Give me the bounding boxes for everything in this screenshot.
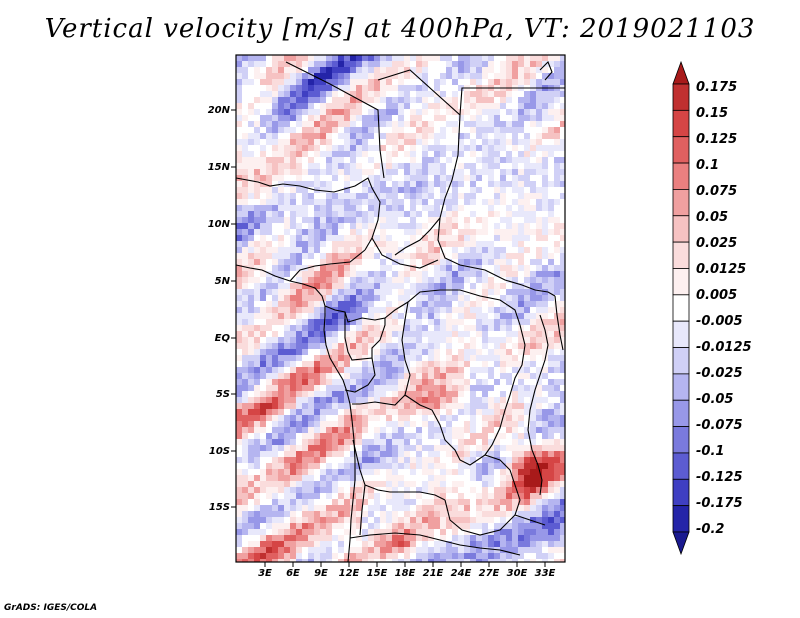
border xyxy=(459,87,565,116)
border xyxy=(444,499,546,536)
colorbar-label: 0.005 xyxy=(696,288,738,303)
colorbar-segment xyxy=(672,215,690,243)
border xyxy=(371,237,439,269)
colorbar-segment xyxy=(672,60,690,85)
colorbar-label: -0.05 xyxy=(696,392,734,407)
colorbar-segment xyxy=(672,320,690,348)
border xyxy=(394,217,441,256)
lat-label-5s: 5S xyxy=(215,389,230,400)
colorbar-segment xyxy=(672,399,690,427)
colorbar-segment xyxy=(672,373,690,401)
colorbar-segment xyxy=(672,109,690,138)
colorbar-segment xyxy=(672,136,690,164)
lon-label-24e: 24E xyxy=(450,568,472,579)
lon-label-30e: 30E xyxy=(506,568,528,579)
border xyxy=(352,301,411,406)
border xyxy=(377,69,556,297)
colorbar-segment xyxy=(672,162,690,190)
colorbar-label: 0.1 xyxy=(696,158,720,173)
lon-label-27e: 27E xyxy=(478,568,500,579)
border xyxy=(359,484,366,536)
border xyxy=(289,249,366,282)
colorbar-label: 0.075 xyxy=(696,184,738,199)
colorbar-label: -0.005 xyxy=(696,314,743,329)
colorbar-label: 0.15 xyxy=(696,106,729,121)
colorbar-label: -0.075 xyxy=(696,418,743,433)
border xyxy=(484,324,526,456)
colorbar-label: 0.175 xyxy=(696,80,738,95)
colorbar-label: -0.175 xyxy=(696,496,743,511)
lon-label-33e: 33E xyxy=(534,568,556,579)
lon-label-12e: 12E xyxy=(338,568,360,579)
velocity-field xyxy=(236,55,565,562)
border xyxy=(554,295,564,351)
map-frame xyxy=(235,54,566,563)
colorbar-label: 0.0125 xyxy=(696,262,747,277)
border xyxy=(352,439,446,501)
colorbar-segment xyxy=(672,505,690,533)
colorbar xyxy=(672,60,690,556)
lat-label-15n: 15N xyxy=(207,162,230,173)
colorbar-label: 0.05 xyxy=(696,210,729,225)
colorbar-label: 0.125 xyxy=(696,132,738,147)
lon-label-21e: 21E xyxy=(422,568,444,579)
lon-label-3e: 3E xyxy=(258,568,272,579)
border xyxy=(285,61,385,179)
colorbar-label: 0.025 xyxy=(696,236,738,251)
colorbar-label: -0.025 xyxy=(696,366,743,381)
border xyxy=(236,177,381,251)
colorbar-label: -0.2 xyxy=(696,522,725,537)
border xyxy=(539,61,553,81)
lon-label-18e: 18E xyxy=(394,568,416,579)
border xyxy=(349,532,521,556)
colorbar-segment xyxy=(672,268,690,296)
lat-label-5n: 5N xyxy=(214,276,230,287)
colorbar-segment xyxy=(672,241,690,269)
footer-credit: GrADS: IGES/COLA xyxy=(4,603,98,613)
border xyxy=(404,394,521,516)
colorbar-label: -0.0125 xyxy=(696,340,752,355)
colorbar-segment xyxy=(672,531,690,556)
country-borders xyxy=(236,61,565,562)
lon-label-9e: 9E xyxy=(314,568,328,579)
lon-label-6e: 6E xyxy=(286,568,300,579)
lat-label-10n: 10N xyxy=(207,219,230,230)
lat-label-15s: 15S xyxy=(208,502,230,513)
colorbar-segment xyxy=(672,189,690,217)
lat-label-eq: EQ xyxy=(214,333,230,344)
map-title: Vertical velocity [m/s] at 400hPa, VT: 2… xyxy=(44,14,756,44)
border xyxy=(324,289,521,326)
lat-label-20n: 20N xyxy=(207,105,230,116)
colorbar-segment xyxy=(672,83,690,111)
colorbar-segment xyxy=(672,452,690,480)
colorbar-label: -0.1 xyxy=(696,444,725,459)
colorbar-label: -0.125 xyxy=(696,470,743,485)
colorbar-segment xyxy=(672,294,690,322)
lon-label-15e: 15E xyxy=(366,568,388,579)
border xyxy=(344,357,376,393)
lat-label-10s: 10S xyxy=(208,446,230,457)
axis-ticks xyxy=(231,109,546,567)
colorbar-segment xyxy=(672,347,690,375)
border xyxy=(527,314,549,496)
colorbar-segment xyxy=(672,426,690,454)
colorbar-segment xyxy=(672,478,690,507)
